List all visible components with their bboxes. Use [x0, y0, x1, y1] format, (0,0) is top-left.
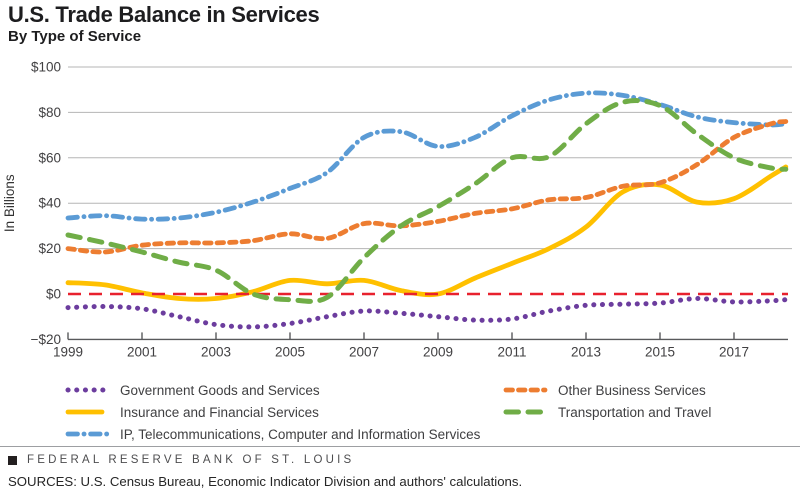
series-line-ip-telecommunications-computer-and-information-services	[65, 90, 789, 222]
legend-label: Government Goods and Services	[120, 382, 320, 398]
y-axis-labels: $100 $80 $60 $40 $20 $0 −$20	[31, 60, 61, 347]
x-tick-label: 2011	[497, 344, 526, 359]
series-line-government-goods-and-services	[65, 295, 789, 330]
legend-marker-dashed-orange	[503, 387, 548, 393]
y-tick-label: $0	[46, 287, 61, 302]
x-tick-label: 2009	[423, 344, 453, 359]
y-tick-label: $80	[38, 105, 61, 120]
legend-item-other-business-services: Other Business Services	[502, 382, 706, 398]
x-tick-label: 2003	[201, 344, 231, 359]
legend-item-government-goods-and-services: Government Goods and Services	[64, 382, 320, 398]
line-chart: $100 $80 $60 $40 $20 $0 −$20 In Billions 1999 200…	[2, 60, 792, 359]
y-tick-label: $60	[38, 150, 61, 165]
brand-text: FEDERAL RESERVE BANK OF ST. LOUIS	[27, 454, 355, 466]
legend-label: IP, Telecommunications, Computer and Inf…	[120, 426, 481, 442]
footer-brand: FEDERAL RESERVE BANK OF ST. LOUIS	[8, 454, 354, 466]
y-tick-label: $100	[31, 60, 61, 75]
x-axis-ticks-labels: 1999 2001 2003 2005 2007 2009 2011 2013 2015 2017	[53, 332, 749, 359]
legend-label: Other Business Services	[558, 382, 706, 398]
y-tick-label: $20	[38, 241, 61, 256]
legend-marker-longdash-green	[503, 409, 548, 415]
series-line-insurance-and-financial-services	[65, 164, 789, 302]
y-axis-title: In Billions	[2, 174, 17, 232]
x-tick-label: 2001	[127, 344, 157, 359]
sources-note: SOURCES: U.S. Census Bureau, Economic In…	[8, 474, 523, 489]
y-tick-label: $40	[38, 196, 61, 211]
y-tick-label: −$20	[31, 332, 61, 347]
legend-label: Transportation and Travel	[558, 404, 712, 420]
footer-divider	[0, 446, 800, 447]
series-line-transportation-and-travel	[65, 98, 789, 304]
chart-subtitle: By Type of Service	[8, 28, 142, 45]
legend-label: Insurance and Financial Services	[120, 404, 319, 420]
legend-item-ip-telecom-computer-information-services: IP, Telecommunications, Computer and Inf…	[64, 426, 480, 442]
x-tick-label: 2015	[645, 344, 675, 359]
legend-marker-dotted-purple	[65, 387, 110, 393]
brand-square-icon	[8, 455, 17, 465]
x-tick-label: 2005	[275, 344, 305, 359]
x-tick-label: 1999	[53, 344, 83, 359]
x-tick-label: 2013	[571, 344, 601, 359]
legend-item-insurance-and-financial-services: Insurance and Financial Services	[64, 404, 319, 420]
series-line-other-business-services	[65, 119, 789, 255]
x-tick-label: 2007	[349, 344, 379, 359]
legend-item-transportation-and-travel: Transportation and Travel	[502, 404, 711, 420]
legend-marker-solid-yellow	[65, 409, 105, 415]
x-tick-label: 2017	[719, 344, 749, 359]
chart-title: U.S. Trade Balance in Services	[8, 2, 320, 27]
legend-marker-dashdot-blue	[65, 431, 110, 437]
